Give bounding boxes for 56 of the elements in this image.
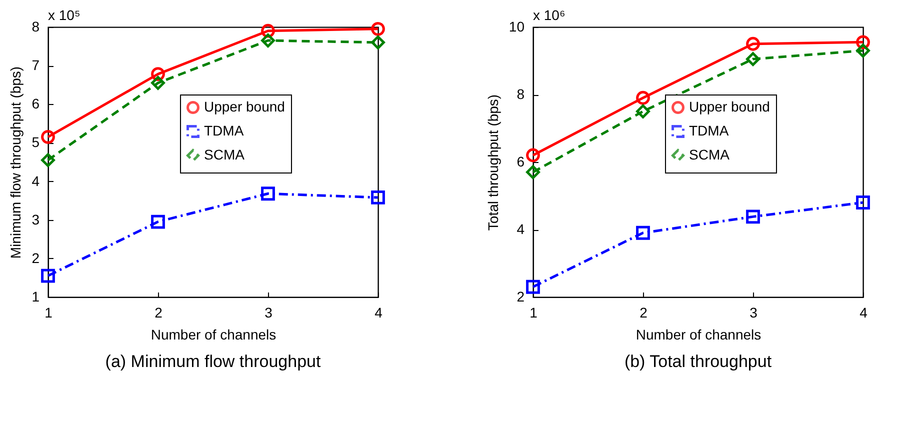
point <box>856 196 870 210</box>
legend-label: TDMA <box>689 122 730 138</box>
point <box>41 268 55 283</box>
point <box>41 130 55 144</box>
x-axis-title: Number of channels <box>150 326 276 342</box>
point <box>636 104 650 118</box>
x-tick-label: 4 <box>860 304 868 320</box>
point <box>746 210 760 224</box>
point <box>526 165 540 180</box>
y-tick-label: 3 <box>32 211 40 228</box>
y-axis-title: Total throughput (bps) <box>484 94 501 231</box>
y-tick-label: 1 <box>32 288 40 304</box>
legend-label: Upper bound <box>689 98 770 114</box>
x-tick-label: 1 <box>44 304 53 320</box>
y-tick-label: 7 <box>32 57 40 74</box>
point <box>371 190 385 204</box>
text: x 10⁵ <box>48 7 80 23</box>
x-tick-label: 3 <box>750 304 758 320</box>
point <box>856 44 870 58</box>
y-tick-label: 5 <box>32 134 40 150</box>
text: (b) Total throughput <box>624 352 772 371</box>
x-tick-label: 2 <box>640 304 648 320</box>
point <box>261 186 275 201</box>
point <box>151 214 165 229</box>
x-tick-label: 1 <box>530 304 538 320</box>
point <box>746 52 760 66</box>
point <box>636 226 650 240</box>
text: x 10⁶ <box>533 7 566 23</box>
point <box>261 34 275 48</box>
legend-label: TDMA <box>204 122 244 138</box>
legend-label: SCMA <box>689 146 730 162</box>
y-tick-label: 4 <box>32 172 40 189</box>
point <box>526 148 540 162</box>
y-tick-label: 6 <box>32 96 40 112</box>
y-axis-title: Minimum flow throughput (bps) <box>8 66 24 259</box>
x-tick-label: 4 <box>374 304 383 320</box>
point <box>151 76 165 90</box>
y-tick-label: 6 <box>516 154 525 170</box>
y-tick-label: 2 <box>32 250 40 266</box>
point <box>371 22 385 36</box>
legend-label: SCMA <box>204 146 246 162</box>
point <box>746 36 760 51</box>
y-tick-label: 4 <box>516 221 525 237</box>
y-tick-label: 10 <box>508 18 525 34</box>
point <box>41 153 55 168</box>
point <box>526 280 540 294</box>
y-tick-label: 8 <box>32 18 40 34</box>
y-tick-label: 2 <box>516 288 525 304</box>
point <box>636 90 650 105</box>
x-tick-label: 2 <box>154 304 163 320</box>
y-tick-label: 8 <box>516 86 525 102</box>
x-tick-label: 3 <box>264 304 273 320</box>
point <box>371 35 385 50</box>
text: (a) Minimum flow throughput <box>105 352 321 371</box>
x-axis-title: Number of channels <box>636 326 762 342</box>
legend-label: Upper bound <box>204 98 285 114</box>
